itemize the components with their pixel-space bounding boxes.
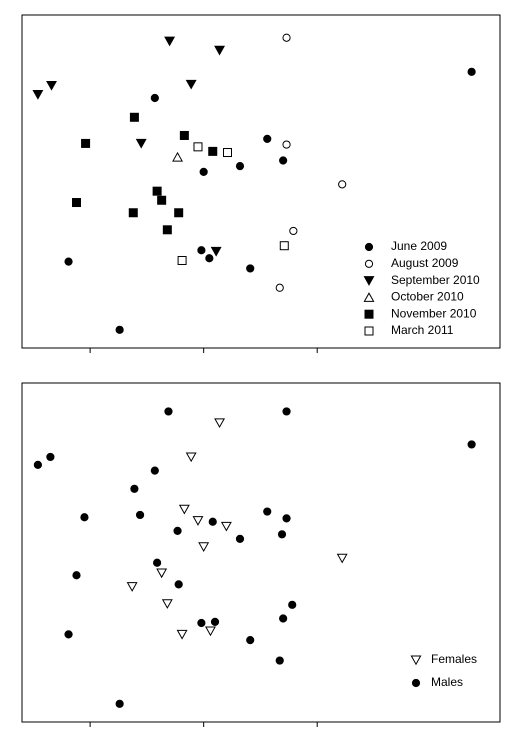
legend-marker — [363, 276, 375, 286]
point — [210, 246, 222, 257]
point — [72, 571, 81, 580]
point — [198, 542, 210, 553]
legend-label: Females — [431, 652, 477, 666]
point — [173, 526, 182, 535]
point — [129, 112, 139, 122]
legend-label: June 2009 — [391, 239, 447, 253]
point — [135, 510, 145, 520]
point — [289, 226, 298, 236]
point — [179, 130, 189, 140]
point — [288, 600, 297, 609]
point — [279, 614, 288, 623]
point — [246, 635, 255, 645]
legend-label: October 2010 — [391, 290, 464, 304]
legend-marker — [364, 242, 374, 252]
point — [164, 36, 176, 47]
point — [135, 138, 147, 149]
point — [338, 180, 347, 189]
legend-label: August 2009 — [391, 256, 459, 270]
point — [153, 558, 162, 567]
point — [178, 504, 190, 515]
plot-frame — [21, 382, 501, 723]
point — [115, 699, 124, 708]
point — [282, 33, 291, 42]
point — [220, 521, 232, 532]
point — [223, 148, 233, 158]
legend-label: September 2010 — [391, 273, 480, 287]
point — [210, 617, 220, 626]
point — [282, 407, 291, 416]
point — [81, 138, 91, 148]
legend-marker — [364, 309, 374, 319]
point — [174, 580, 183, 589]
point — [152, 186, 162, 196]
point — [279, 241, 289, 251]
point — [174, 208, 184, 218]
point — [235, 534, 245, 543]
point — [192, 516, 204, 526]
point — [235, 162, 245, 171]
legend-marker — [411, 678, 421, 688]
point — [64, 630, 73, 639]
point — [193, 142, 203, 152]
plot-frame — [21, 14, 501, 349]
point — [279, 156, 288, 165]
point — [199, 167, 208, 176]
point — [176, 629, 188, 640]
point — [33, 460, 42, 470]
point — [263, 134, 272, 143]
point — [275, 656, 284, 665]
point — [32, 90, 44, 100]
point — [208, 517, 217, 526]
point — [185, 79, 197, 90]
point — [156, 568, 168, 579]
point — [467, 440, 476, 449]
point — [126, 582, 138, 592]
point — [214, 45, 226, 56]
legend-label: November 2010 — [391, 306, 477, 320]
legend-marker — [363, 292, 375, 302]
point — [263, 507, 272, 516]
legend-marker — [364, 326, 374, 336]
point — [205, 254, 214, 263]
point — [115, 325, 124, 334]
point — [246, 264, 255, 273]
legend-marker — [364, 259, 374, 268]
point — [64, 257, 73, 266]
point — [130, 484, 139, 493]
point — [46, 80, 57, 91]
point — [275, 283, 284, 292]
point — [172, 151, 184, 162]
point — [162, 225, 172, 235]
point — [164, 407, 173, 416]
point — [80, 513, 89, 522]
point — [71, 198, 81, 208]
point — [197, 618, 206, 628]
point — [282, 514, 291, 523]
point — [185, 452, 197, 463]
point — [205, 626, 216, 637]
point — [208, 146, 218, 156]
legend-label: March 2011 — [391, 323, 454, 337]
point — [150, 466, 159, 475]
point — [128, 208, 138, 218]
point — [214, 418, 226, 429]
point — [161, 599, 173, 609]
point — [282, 140, 291, 149]
point — [177, 255, 187, 265]
point — [277, 530, 287, 539]
point — [336, 553, 348, 564]
legend-label: Males — [431, 675, 463, 689]
point — [150, 93, 159, 103]
point — [467, 67, 476, 76]
point — [197, 246, 206, 255]
legend-marker — [410, 655, 422, 666]
point — [157, 195, 167, 205]
point — [46, 452, 55, 462]
